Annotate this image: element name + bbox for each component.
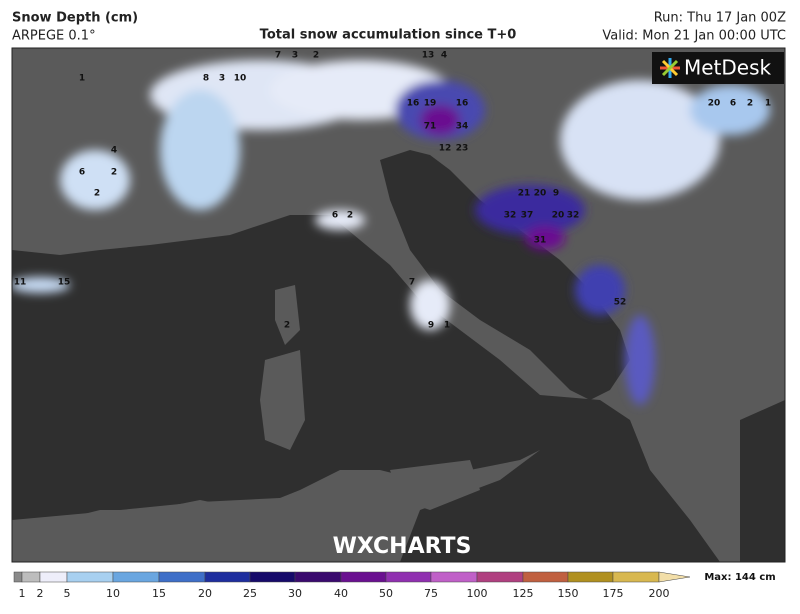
spot-value: 37 xyxy=(521,211,534,221)
logo-text: MetDesk xyxy=(684,56,772,80)
legend-swatch xyxy=(21,571,41,583)
spot-value: 71 xyxy=(424,122,437,132)
legend-tick-label: 200 xyxy=(649,587,670,600)
legend-tick-label: 1 xyxy=(19,587,26,600)
spot-value: 34 xyxy=(456,122,469,132)
spot-value: 23 xyxy=(456,144,469,154)
spot-value: 6 xyxy=(79,168,85,178)
spot-value: 16 xyxy=(456,99,469,109)
spot-value: 11 xyxy=(14,278,27,288)
spot-value: 9 xyxy=(553,189,559,199)
spot-value: 1 xyxy=(444,321,450,331)
spot-value: 32 xyxy=(567,211,580,221)
legend-swatch xyxy=(385,571,432,583)
spot-value: 20 xyxy=(552,211,565,221)
spot-value: 20 xyxy=(534,189,547,199)
spot-value: 10 xyxy=(234,74,247,84)
spot-value: 20 xyxy=(708,99,721,109)
legend-swatch xyxy=(658,571,691,583)
spot-value: 16 xyxy=(407,99,420,109)
legend-swatch xyxy=(204,571,251,583)
spot-value: 3 xyxy=(292,51,298,61)
legend-swatch xyxy=(476,571,524,583)
model: ARPEGE 0.1° xyxy=(12,29,96,44)
spot-value: 31 xyxy=(534,236,547,246)
spot-value: 2 xyxy=(747,99,753,109)
spot-value: 13 xyxy=(422,51,435,61)
spot-value: 2 xyxy=(111,168,117,178)
map-frame xyxy=(11,47,786,563)
spot-value: 2 xyxy=(347,211,353,221)
legend-swatch xyxy=(522,571,569,583)
spot-value: 2 xyxy=(94,189,100,199)
spot-value: 3 xyxy=(219,74,225,84)
legend-swatch xyxy=(430,571,478,583)
legend-tick-label: 20 xyxy=(198,587,212,600)
spot-value: 2 xyxy=(284,321,290,331)
spot-value: 7 xyxy=(409,278,415,288)
legend: 1 2 5 10 15 20 25 30 40 50 75 100 125 150 175 200 xyxy=(13,571,691,600)
spot-value: 4 xyxy=(111,146,117,156)
run: Run: Thu 17 Jan 00Z xyxy=(654,11,786,26)
legend-swatch xyxy=(112,571,160,583)
legend-tick-label: 40 xyxy=(334,587,348,600)
spot-value: 8 xyxy=(203,74,209,84)
islands xyxy=(12,285,480,562)
snow-cover xyxy=(12,60,770,405)
title: Snow Depth (cm) xyxy=(12,11,138,26)
spot-value: 21 xyxy=(518,189,531,199)
watermark: WXCHARTS xyxy=(333,534,472,559)
spot-value: 19 xyxy=(424,99,437,109)
legend-swatch xyxy=(158,571,206,583)
spot-value: 6 xyxy=(332,211,338,221)
legend-tick-label: 15 xyxy=(152,587,166,600)
legend-tick-label: 30 xyxy=(288,587,302,600)
spot-value: 15 xyxy=(58,278,71,288)
legend-tick-label: 175 xyxy=(603,587,624,600)
valid: Valid: Mon 21 Jan 00:00 UTC xyxy=(602,29,786,44)
spot-value: 7 xyxy=(275,51,281,61)
spot-value: 32 xyxy=(504,211,517,221)
legend-tick-label: 10 xyxy=(106,587,120,600)
max-label: Max: 144 cm xyxy=(704,572,775,583)
subtitle: Total snow accumulation since T+0 xyxy=(260,28,517,43)
legend-swatch xyxy=(294,571,342,583)
legend-tick-label: 150 xyxy=(558,587,579,600)
legend-swatch xyxy=(13,571,23,583)
spot-value: 1 xyxy=(765,99,771,109)
legend-tick-label: 2 xyxy=(37,587,44,600)
legend-swatch xyxy=(612,571,660,583)
legend-swatch xyxy=(66,571,114,583)
legend-swatch xyxy=(249,571,296,583)
spot-value: 6 xyxy=(730,99,736,109)
spot-value: 2 xyxy=(313,51,319,61)
logo-icon xyxy=(660,58,680,78)
spot-value: 12 xyxy=(439,144,452,154)
legend-tick-label: 125 xyxy=(513,587,534,600)
legend-tick-label: 5 xyxy=(64,587,71,600)
legend-swatch xyxy=(39,571,68,583)
legend-swatch xyxy=(340,571,387,583)
spot-value: 1 xyxy=(79,74,85,84)
legend-tick-label: 75 xyxy=(424,587,438,600)
spot-value: 9 xyxy=(428,321,434,331)
legend-tick-label: 100 xyxy=(467,587,488,600)
spot-value: 52 xyxy=(614,298,627,308)
legend-swatch xyxy=(567,571,614,583)
legend-tick-label: 25 xyxy=(243,587,257,600)
spot-value: 4 xyxy=(441,51,447,61)
legend-tick-label: 50 xyxy=(379,587,393,600)
